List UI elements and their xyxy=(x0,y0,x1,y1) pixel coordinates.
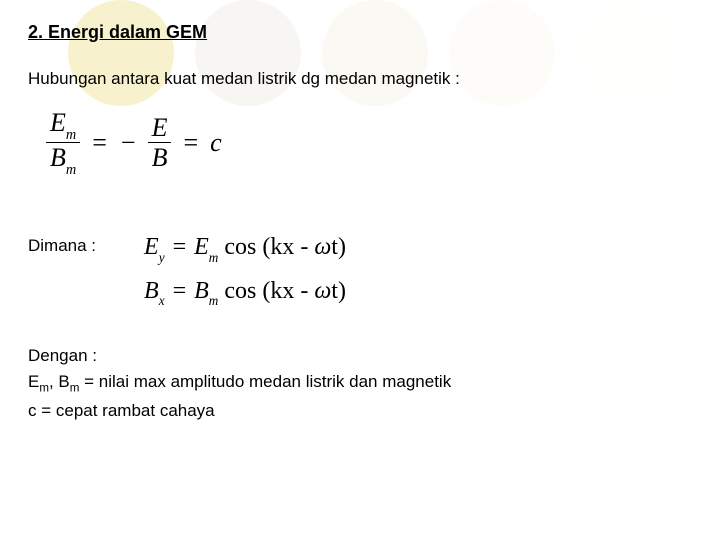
eq-ey: Ey = Em cos (kx - ωt) xyxy=(144,226,346,269)
equation-waves: Ey = Em cos (kx - ωt) Bx = Bm cos (kx - … xyxy=(144,226,346,312)
minus-sign: − xyxy=(119,128,138,158)
equals-1: = xyxy=(90,128,109,158)
dimana-label: Dimana : xyxy=(28,226,96,256)
equation-ratio: Em Bm = − E B = c xyxy=(46,109,692,176)
frac-e-b: E B xyxy=(148,114,172,172)
rhs-c: c xyxy=(210,128,222,158)
eq-bx: Bx = Bm cos (kx - ωt) xyxy=(144,270,346,313)
equals-2: = xyxy=(181,128,200,158)
dengan-line1: Em, Bm = nilai max amplitudo medan listr… xyxy=(28,369,692,398)
frac-em-bm: Em Bm xyxy=(46,109,80,176)
intro-text: Hubungan antara kuat medan listrik dg me… xyxy=(28,69,692,89)
dengan-block: Dengan : Em, Bm = nilai max amplitudo me… xyxy=(28,343,692,425)
dengan-heading: Dengan : xyxy=(28,343,692,369)
dengan-line2: c = cepat rambat cahaya xyxy=(28,398,692,424)
section-title: 2. Energi dalam GEM xyxy=(28,22,692,43)
